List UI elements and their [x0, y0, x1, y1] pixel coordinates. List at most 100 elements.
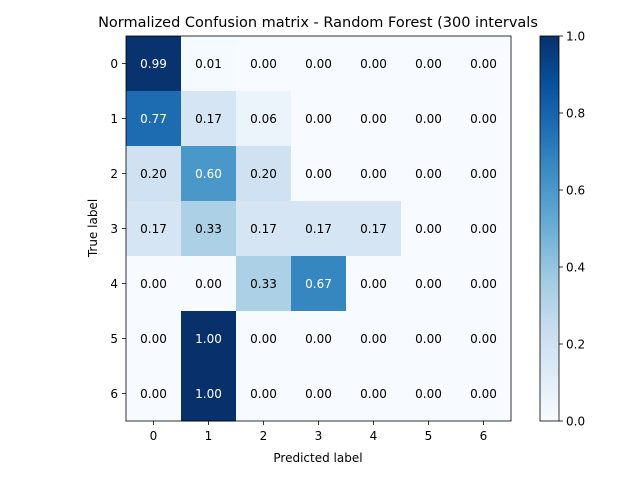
x-tick-label: 1 [205, 429, 213, 443]
y-tick-label: 4 [110, 277, 118, 291]
cell-value-label: 0.00 [415, 222, 442, 236]
cell-value-label: 0.33 [250, 277, 277, 291]
colorbar-tick-label: 1.0 [566, 30, 585, 44]
heatmap-cell [181, 311, 237, 367]
heatmap-cell [456, 36, 512, 92]
heatmap-cell [291, 91, 347, 147]
heatmap-cell [126, 91, 182, 147]
y-tick-label: 6 [110, 387, 118, 401]
heatmap-cell [401, 366, 457, 422]
cell-value-label: 0.00 [305, 167, 332, 181]
heatmap-cell [291, 36, 347, 92]
heatmap-cell [291, 366, 347, 422]
heatmap-cells [126, 36, 512, 422]
cell-value-label: 0.67 [305, 277, 332, 291]
cell-value-label: 0.00 [470, 167, 497, 181]
cell-value-label: 0.00 [470, 57, 497, 71]
y-tick-label: 0 [110, 57, 118, 71]
cell-value-label: 0.00 [305, 57, 332, 71]
cell-value-label: 0.00 [470, 332, 497, 346]
heatmap-cell [456, 366, 512, 422]
cell-value-label: 0.00 [250, 332, 277, 346]
heatmap-cell [346, 256, 402, 312]
x-tick-label: 3 [315, 429, 323, 443]
y-axis-ticks: 0 1 2 3 4 5 6 [110, 57, 126, 401]
heatmap-cell [181, 146, 237, 202]
cell-value-label: 0.06 [250, 112, 277, 126]
heatmap-cell [126, 311, 182, 367]
cell-value-label: 0.00 [360, 387, 387, 401]
heatmap-cell [236, 366, 292, 422]
cell-value-label: 0.00 [360, 57, 387, 71]
cell-value-label: 0.17 [195, 112, 222, 126]
cell-value-label: 0.20 [250, 167, 277, 181]
heatmap-cell [236, 36, 292, 92]
heatmap-cell [401, 146, 457, 202]
cell-value-label: 0.00 [250, 57, 277, 71]
heatmap-cell [346, 146, 402, 202]
colorbar-tick-label: 0.8 [566, 107, 585, 121]
heatmap-cell [346, 201, 402, 257]
colorbar-tick-label: 0.0 [566, 415, 585, 429]
heatmap-cell [236, 256, 292, 312]
cell-value-label: 0.00 [250, 387, 277, 401]
x-tick-label: 5 [425, 429, 433, 443]
cell-value-label: 0.00 [470, 387, 497, 401]
colorbar [539, 35, 560, 422]
heatmap-cell [291, 146, 347, 202]
heatmap-cell [401, 36, 457, 92]
x-axis-label: Predicted label [273, 451, 362, 465]
cell-value-label: 0.00 [470, 112, 497, 126]
cell-value-label: 0.60 [195, 167, 222, 181]
heatmap-cell [126, 256, 182, 312]
cell-value-label: 0.00 [470, 222, 497, 236]
x-tick-label: 4 [370, 429, 378, 443]
cell-value-label: 0.20 [140, 167, 167, 181]
heatmap-cell [291, 201, 347, 257]
colorbar-ticks: 0.0 0.2 0.4 0.6 0.8 1.0 [559, 30, 585, 429]
x-tick-label: 2 [260, 429, 268, 443]
heatmap-cell [346, 36, 402, 92]
heatmap-cell [181, 366, 237, 422]
colorbar-tick-label: 0.4 [566, 261, 585, 275]
cell-value-label: 0.00 [360, 277, 387, 291]
heatmap-cell [346, 91, 402, 147]
cell-value-label: 0.00 [305, 112, 332, 126]
cell-value-label: 0.00 [415, 387, 442, 401]
heatmap-cell [291, 256, 347, 312]
cell-value-label: 0.00 [140, 387, 167, 401]
heatmap-cell [236, 311, 292, 367]
cell-value-label: 0.77 [140, 112, 167, 126]
cell-value-label: 1.00 [195, 332, 222, 346]
cell-value-label: 0.00 [470, 277, 497, 291]
cell-value-label: 0.00 [360, 332, 387, 346]
x-tick-label: 0 [150, 429, 158, 443]
cell-value-label: 0.00 [305, 332, 332, 346]
heatmap-cell [126, 201, 182, 257]
x-tick-label: 6 [480, 429, 488, 443]
heatmap-cell [126, 366, 182, 422]
heatmap-cell [181, 201, 237, 257]
heatmap-cell [456, 91, 512, 147]
cell-value-label: 0.17 [305, 222, 332, 236]
heatmap-cell [401, 256, 457, 312]
heatmap-cell-labels: 0.99 0.01 0.00 0.00 0.00 0.00 0.00 0.77 0.17 0.06… [140, 57, 497, 401]
heatmap-cell [401, 311, 457, 367]
heatmap-cell [236, 146, 292, 202]
heatmap-cell [181, 91, 237, 147]
cell-value-label: 0.17 [360, 222, 387, 236]
heatmap-cell [126, 36, 182, 92]
cell-value-label: 0.99 [140, 57, 167, 71]
cell-value-label: 0.00 [305, 387, 332, 401]
y-tick-label: 5 [110, 332, 118, 346]
heatmap-cell [456, 146, 512, 202]
y-tick-label: 2 [110, 167, 118, 181]
heatmap-cell [456, 311, 512, 367]
cell-value-label: 0.00 [140, 332, 167, 346]
colorbar-tick-label: 0.2 [566, 338, 585, 352]
heatmap-cell [181, 36, 237, 92]
cell-value-label: 0.00 [140, 277, 167, 291]
cell-value-label: 0.00 [360, 167, 387, 181]
cell-value-label: 0.17 [140, 222, 167, 236]
